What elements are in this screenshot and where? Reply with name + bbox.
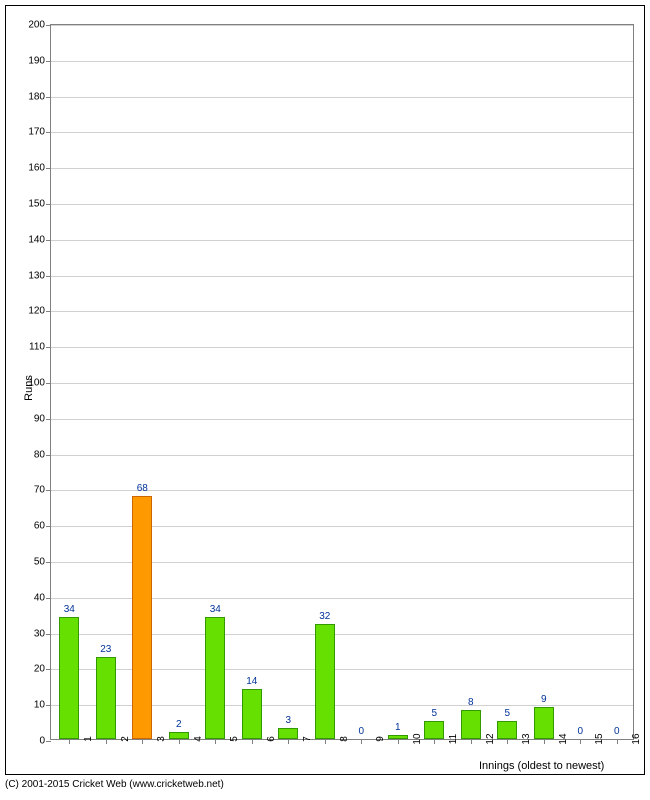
x-tick-mark — [471, 739, 472, 744]
y-tick-mark — [46, 705, 51, 706]
y-tick-mark — [46, 741, 51, 742]
x-tick-label: 13 — [507, 733, 532, 744]
bar-value-label: 34 — [64, 604, 75, 615]
x-tick-label: 14 — [544, 733, 569, 744]
x-tick-mark — [580, 739, 581, 744]
bar — [96, 657, 116, 739]
y-tick-mark — [46, 204, 51, 205]
gridline — [51, 61, 633, 62]
y-tick-mark — [46, 634, 51, 635]
y-tick-mark — [46, 168, 51, 169]
x-tick-label: 4 — [179, 736, 204, 742]
x-tick-mark — [507, 739, 508, 744]
y-tick-mark — [46, 383, 51, 384]
y-tick-mark — [46, 132, 51, 133]
y-tick-mark — [46, 419, 51, 420]
gridline — [51, 347, 633, 348]
x-tick-label: 7 — [288, 736, 313, 742]
y-tick-mark — [46, 669, 51, 670]
y-tick-mark — [46, 598, 51, 599]
x-tick-mark — [434, 739, 435, 744]
gridline — [51, 204, 633, 205]
x-tick-label: 16 — [617, 733, 642, 744]
gridline — [51, 276, 633, 277]
gridline — [51, 383, 633, 384]
x-tick-mark — [106, 739, 107, 744]
gridline — [51, 311, 633, 312]
y-tick-mark — [46, 455, 51, 456]
bar-value-label: 5 — [431, 708, 437, 719]
bar-value-label: 34 — [210, 604, 221, 615]
x-tick-label: 1 — [69, 736, 94, 742]
bar-value-label: 3 — [285, 715, 291, 726]
x-tick-mark — [179, 739, 180, 744]
x-tick-mark — [215, 739, 216, 744]
gridline — [51, 240, 633, 241]
x-tick-mark — [361, 739, 362, 744]
x-tick-label: 10 — [398, 733, 423, 744]
bar-value-label: 8 — [468, 697, 474, 708]
x-tick-label: 9 — [361, 736, 386, 742]
chart-footer: (C) 2001-2015 Cricket Web (www.cricketwe… — [5, 779, 224, 790]
gridline — [51, 419, 633, 420]
x-tick-label: 2 — [106, 736, 131, 742]
x-tick-mark — [544, 739, 545, 744]
x-tick-mark — [617, 739, 618, 744]
x-tick-mark — [69, 739, 70, 744]
bar-value-label: 32 — [319, 611, 330, 622]
bar-value-label: 5 — [504, 708, 510, 719]
x-tick-label: 8 — [325, 736, 350, 742]
bar-value-label: 23 — [100, 644, 111, 655]
x-tick-label: 6 — [252, 736, 277, 742]
x-tick-mark — [142, 739, 143, 744]
bar — [242, 689, 262, 739]
x-tick-mark — [325, 739, 326, 744]
y-tick-mark — [46, 97, 51, 98]
gridline — [51, 25, 633, 26]
y-tick-mark — [46, 562, 51, 563]
bar-value-label: 1 — [395, 722, 401, 733]
gridline — [51, 455, 633, 456]
plot-area: 0102030405060708090100110120130140150160… — [50, 24, 634, 740]
gridline — [51, 97, 633, 98]
x-tick-mark — [288, 739, 289, 744]
bar-value-label: 68 — [137, 483, 148, 494]
x-tick-label: 11 — [434, 734, 459, 744]
bar-value-label: 14 — [246, 676, 257, 687]
bar — [205, 617, 225, 739]
y-tick-mark — [46, 25, 51, 26]
x-tick-mark — [252, 739, 253, 744]
x-tick-label: 5 — [215, 736, 240, 742]
page: 0102030405060708090100110120130140150160… — [0, 0, 650, 800]
y-tick-mark — [46, 490, 51, 491]
y-tick-mark — [46, 347, 51, 348]
y-tick-mark — [46, 61, 51, 62]
x-axis-label: Innings (oldest to newest) — [479, 760, 604, 772]
x-tick-label: 12 — [471, 733, 496, 744]
x-tick-mark — [398, 739, 399, 744]
y-tick-mark — [46, 240, 51, 241]
x-tick-label: 3 — [142, 736, 167, 742]
x-tick-label: 15 — [580, 733, 605, 744]
y-tick-mark — [46, 526, 51, 527]
bar-value-label: 2 — [176, 719, 182, 730]
bar — [132, 496, 152, 739]
bar — [315, 624, 335, 739]
bar — [59, 617, 79, 739]
bar-value-label: 9 — [541, 694, 547, 705]
gridline — [51, 168, 633, 169]
gridline — [51, 132, 633, 133]
y-tick-mark — [46, 276, 51, 277]
y-tick-mark — [46, 311, 51, 312]
y-axis-label: Runs — [23, 375, 35, 401]
